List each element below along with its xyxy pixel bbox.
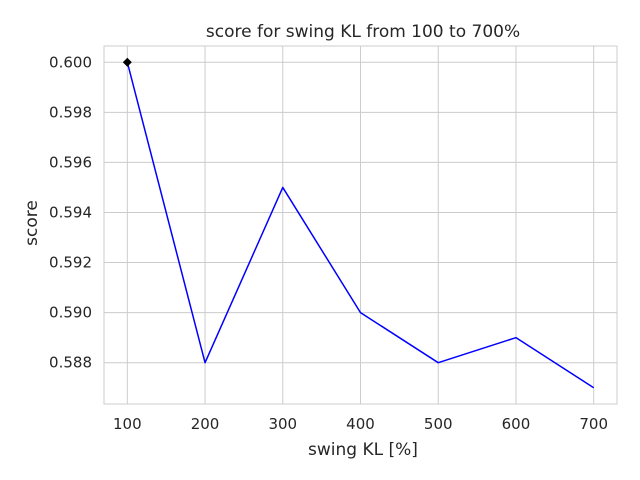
x-tick-label: 100 [113, 415, 142, 433]
series-group [122, 57, 595, 389]
x-tick-label: 500 [424, 415, 453, 433]
y-tick-label: 0.592 [49, 254, 92, 272]
x-tick-label: 600 [502, 415, 531, 433]
chart-title: score for swing KL from 100 to 700% [206, 22, 520, 42]
highlight-marker [122, 57, 132, 67]
y-tick-label: 0.590 [49, 304, 92, 322]
y-tick-label: 0.600 [49, 53, 92, 71]
y-tick-label: 0.594 [49, 203, 92, 221]
y-tick-label: 0.588 [49, 354, 92, 372]
x-tick-label: 200 [191, 415, 220, 433]
y-tick-label: 0.596 [49, 153, 92, 171]
grid [104, 46, 617, 404]
tick-labels: 100 200 300 400 500 600 700 0.588 0.590 0.592 0.59… [49, 53, 608, 433]
y-axis-label: score [22, 200, 42, 246]
y-tick-label: 0.598 [49, 103, 92, 121]
x-axis-label: swing KL [%] [308, 440, 418, 460]
x-tick-label: 700 [579, 415, 608, 433]
series-line [126, 62, 595, 389]
x-tick-label: 300 [268, 415, 297, 433]
plot-frame [103, 45, 618, 405]
x-tick-label: 400 [346, 415, 375, 433]
